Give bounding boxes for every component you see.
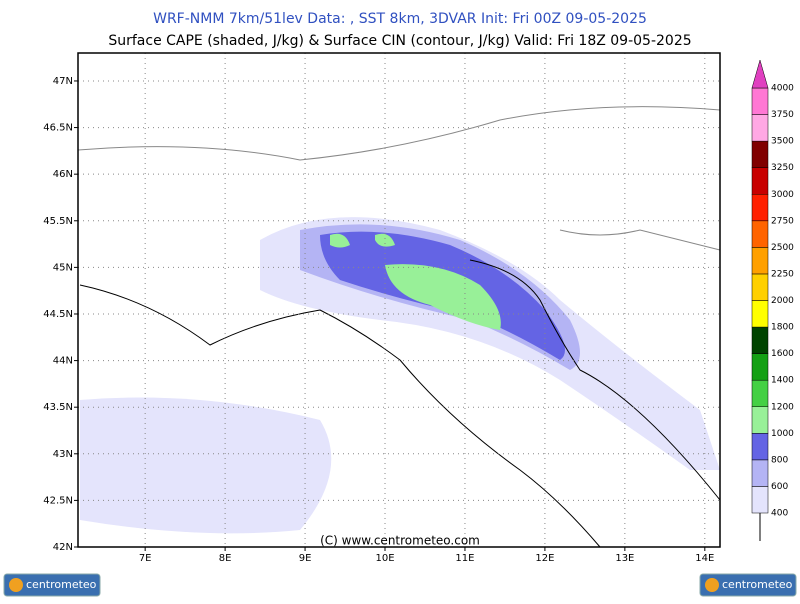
colorbar-swatch [751,459,769,487]
x-tick-label: 9E [299,553,312,564]
colorbar-label: 3250 [771,163,794,173]
colorbar-swatch [751,140,769,168]
colorbar-label: 4000 [771,84,794,94]
y-tick-label: 44N [53,356,73,367]
y-tick-label: 42N [53,542,73,553]
logo-text: centrometeo [26,578,97,591]
colorbar-swatch [751,379,769,407]
colorbar-swatch [751,300,769,328]
colorbar-swatch [751,167,769,195]
coastlines [77,106,721,548]
colorbar-label: 1400 [771,376,794,386]
colorbar-swatch [751,114,769,142]
colorbar-label: 1200 [771,402,794,412]
colorbar-label: 1600 [771,349,794,359]
colorbar-label: 3000 [771,190,794,200]
colorbar-label: 2250 [771,269,794,279]
colorbar-label: 1000 [771,429,794,439]
colorbar-swatch [751,353,769,381]
cape-shading [80,217,720,534]
x-tick-label: 10E [375,553,394,564]
y-tick-label: 43N [53,449,73,460]
x-tick-label: 12E [535,553,554,564]
colorbar-label: 1800 [771,323,794,333]
y-tick-label: 46N [53,169,73,180]
logo-box [3,573,101,597]
colorbar-label: 3750 [771,110,794,120]
y-tick-label: 45.5N [43,216,73,227]
y-tick-label: 47N [53,76,73,87]
y-tick-label: 46.5N [43,123,73,134]
colorbar-extend [751,59,769,89]
y-tick-label: 45N [53,262,73,273]
x-tick-label: 7E [139,553,152,564]
subtitle: Surface CAPE (shaded, J/kg) & Surface CI… [108,33,691,49]
colorbar-swatch [751,326,769,354]
colorbar-swatch [751,194,769,222]
y-tick-label: 42.5N [43,495,73,506]
copyright: (C) www.centrometeo.com [320,534,480,548]
colorbar-swatch [751,87,769,115]
colorbar-label: 2750 [771,216,794,226]
colorbar-label: 3500 [771,137,794,147]
colorbar-label: 800 [771,455,788,465]
colorbar-label: 600 [771,482,788,492]
x-tick-label: 14E [695,553,714,564]
colorbar-swatch [751,406,769,434]
title: WRF-NMM 7km/51lev Data: , SST 8km, 3DVAR… [153,11,647,27]
colorbar-swatch [751,433,769,461]
colorbar-label: 2000 [771,296,794,306]
x-tick-label: 8E [219,553,232,564]
colorbar-swatch [751,273,769,301]
colorbar-label: 400 [771,509,788,519]
map-frame [77,52,721,548]
logo-text: centrometeo [722,578,793,591]
colorbar-swatch [751,486,769,514]
logo-icon [705,578,719,592]
logo-icon [9,578,23,592]
x-tick-label: 11E [455,553,474,564]
colorbar-swatch [751,220,769,248]
colorbar-label: 2500 [771,243,794,253]
x-tick-label: 13E [615,553,634,564]
colorbar-swatch [751,247,769,275]
y-tick-label: 44.5N [43,309,73,320]
y-tick-label: 43.5N [43,402,73,413]
logo-box [699,573,797,597]
